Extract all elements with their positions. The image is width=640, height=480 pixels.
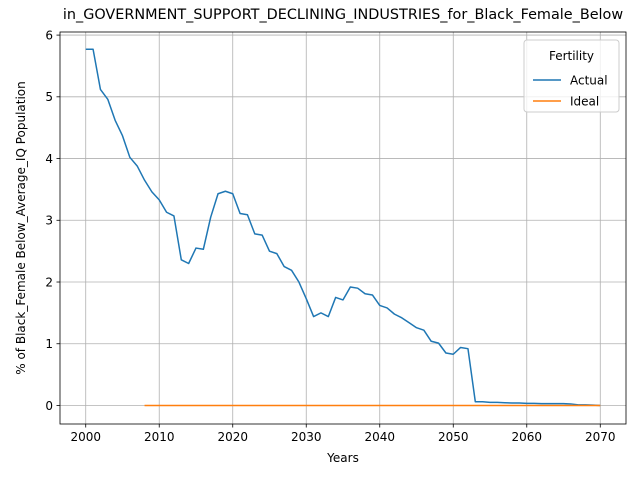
series-layer bbox=[85, 48, 601, 407]
legend-items: Actual Ideal bbox=[533, 73, 608, 108]
legend-label-actual: Actual bbox=[570, 73, 608, 87]
y-tick-label: 2 bbox=[45, 275, 53, 289]
y-axis-ticks: 0 1 2 3 4 5 6 bbox=[45, 28, 60, 413]
x-tick-label: 2070 bbox=[585, 430, 616, 444]
chart-title: in_GOVERNMENT_SUPPORT_DECLINING_INDUSTRI… bbox=[63, 7, 623, 23]
x-tick-label: 2040 bbox=[364, 430, 395, 444]
y-tick-label: 6 bbox=[45, 28, 53, 42]
y-tick-label: 0 bbox=[45, 399, 53, 413]
y-tick-label: 5 bbox=[45, 90, 53, 104]
y-tick-label: 1 bbox=[45, 337, 53, 351]
x-tick-label: 2010 bbox=[144, 430, 175, 444]
y-axis-label: % of Black_Female Below_Average_IQ Popul… bbox=[14, 81, 28, 375]
series-line-actual bbox=[85, 48, 601, 407]
x-tick-label: 2050 bbox=[438, 430, 469, 444]
x-tick-label: 2020 bbox=[217, 430, 248, 444]
y-tick-label: 3 bbox=[45, 214, 53, 228]
legend-label-ideal: Ideal bbox=[570, 94, 599, 108]
x-tick-label: 2060 bbox=[511, 430, 542, 444]
plot-frame bbox=[59, 31, 627, 425]
legend: Fertility Actual Ideal bbox=[523, 39, 620, 113]
legend-box bbox=[523, 39, 620, 113]
x-tick-label: 2000 bbox=[70, 430, 101, 444]
y-tick-label: 4 bbox=[45, 152, 53, 166]
x-axis-ticks: 2000 2010 2020 2030 2040 2050 2060 2070 bbox=[70, 424, 616, 444]
legend-title: Fertility bbox=[549, 49, 594, 63]
x-axis-label: Years bbox=[326, 451, 359, 465]
x-tick-label: 2030 bbox=[291, 430, 322, 444]
